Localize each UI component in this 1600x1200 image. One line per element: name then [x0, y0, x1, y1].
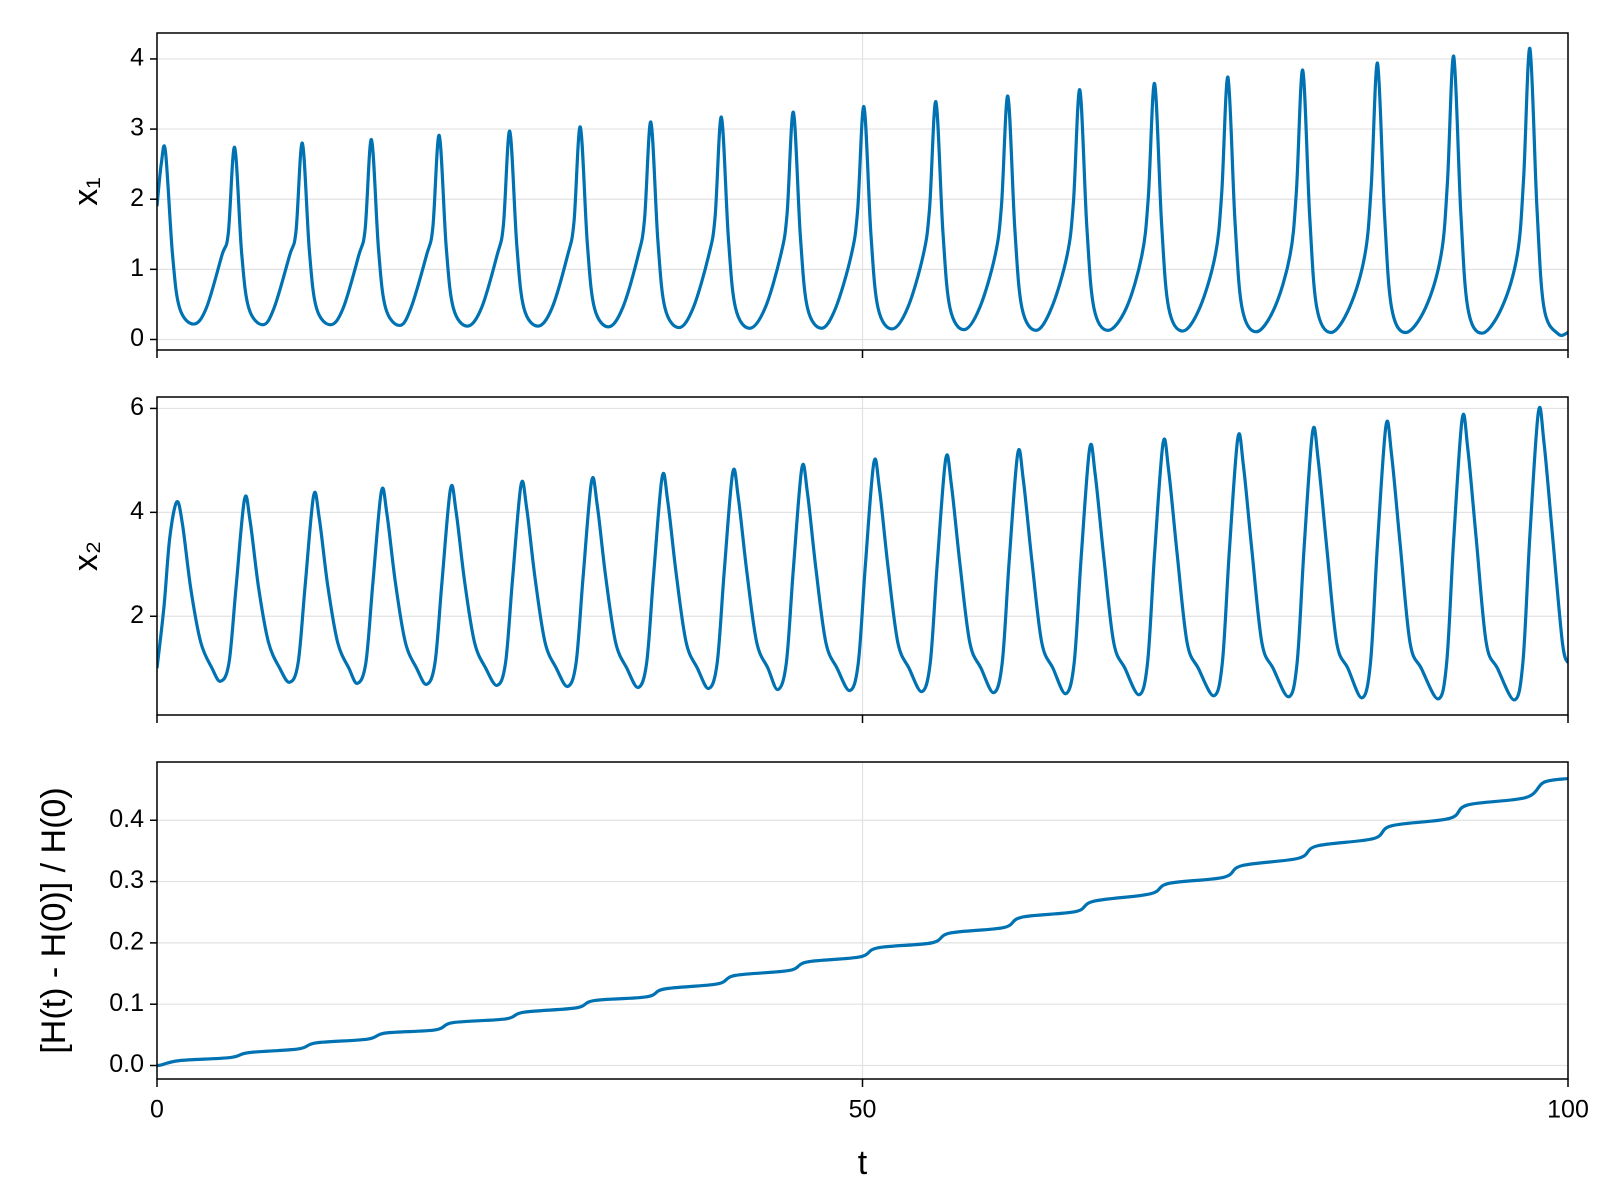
y-tick-label: 2: [130, 601, 144, 629]
y-tick-label: 0.1: [109, 989, 144, 1017]
y-tick-label: 4: [130, 44, 144, 72]
x-tick-label: 50: [849, 1096, 877, 1124]
y-tick-label: 0.2: [109, 927, 144, 955]
plot-frame: [156, 32, 1569, 351]
y-tick-label: 4: [130, 497, 144, 525]
y-tick-label: 2: [130, 184, 144, 212]
x-axis-label: t: [858, 1144, 868, 1182]
y-tick-label: 0.4: [109, 805, 144, 833]
y-axis-label: x₂: [67, 541, 105, 571]
y-tick-label: 6: [130, 393, 144, 421]
plot-frame: [156, 761, 1569, 1080]
y-axis-label: x₁: [67, 177, 105, 205]
y-axis-label: [H(t) - H(0)] / H(0): [35, 787, 73, 1053]
data-line: [157, 776, 1568, 1068]
y-tick-label: 0: [130, 324, 144, 352]
x-tick-label: 0: [150, 1096, 164, 1124]
x-tick-label: 100: [1547, 1096, 1589, 1124]
data-line: [157, 46, 1568, 338]
y-tick-label: 0.0: [109, 1050, 144, 1078]
data-line: [157, 405, 1568, 702]
y-tick-label: 1: [130, 254, 144, 282]
y-tick-label: 0.3: [109, 866, 144, 894]
y-tick-label: 3: [130, 114, 144, 142]
plot-frame: [156, 396, 1569, 716]
